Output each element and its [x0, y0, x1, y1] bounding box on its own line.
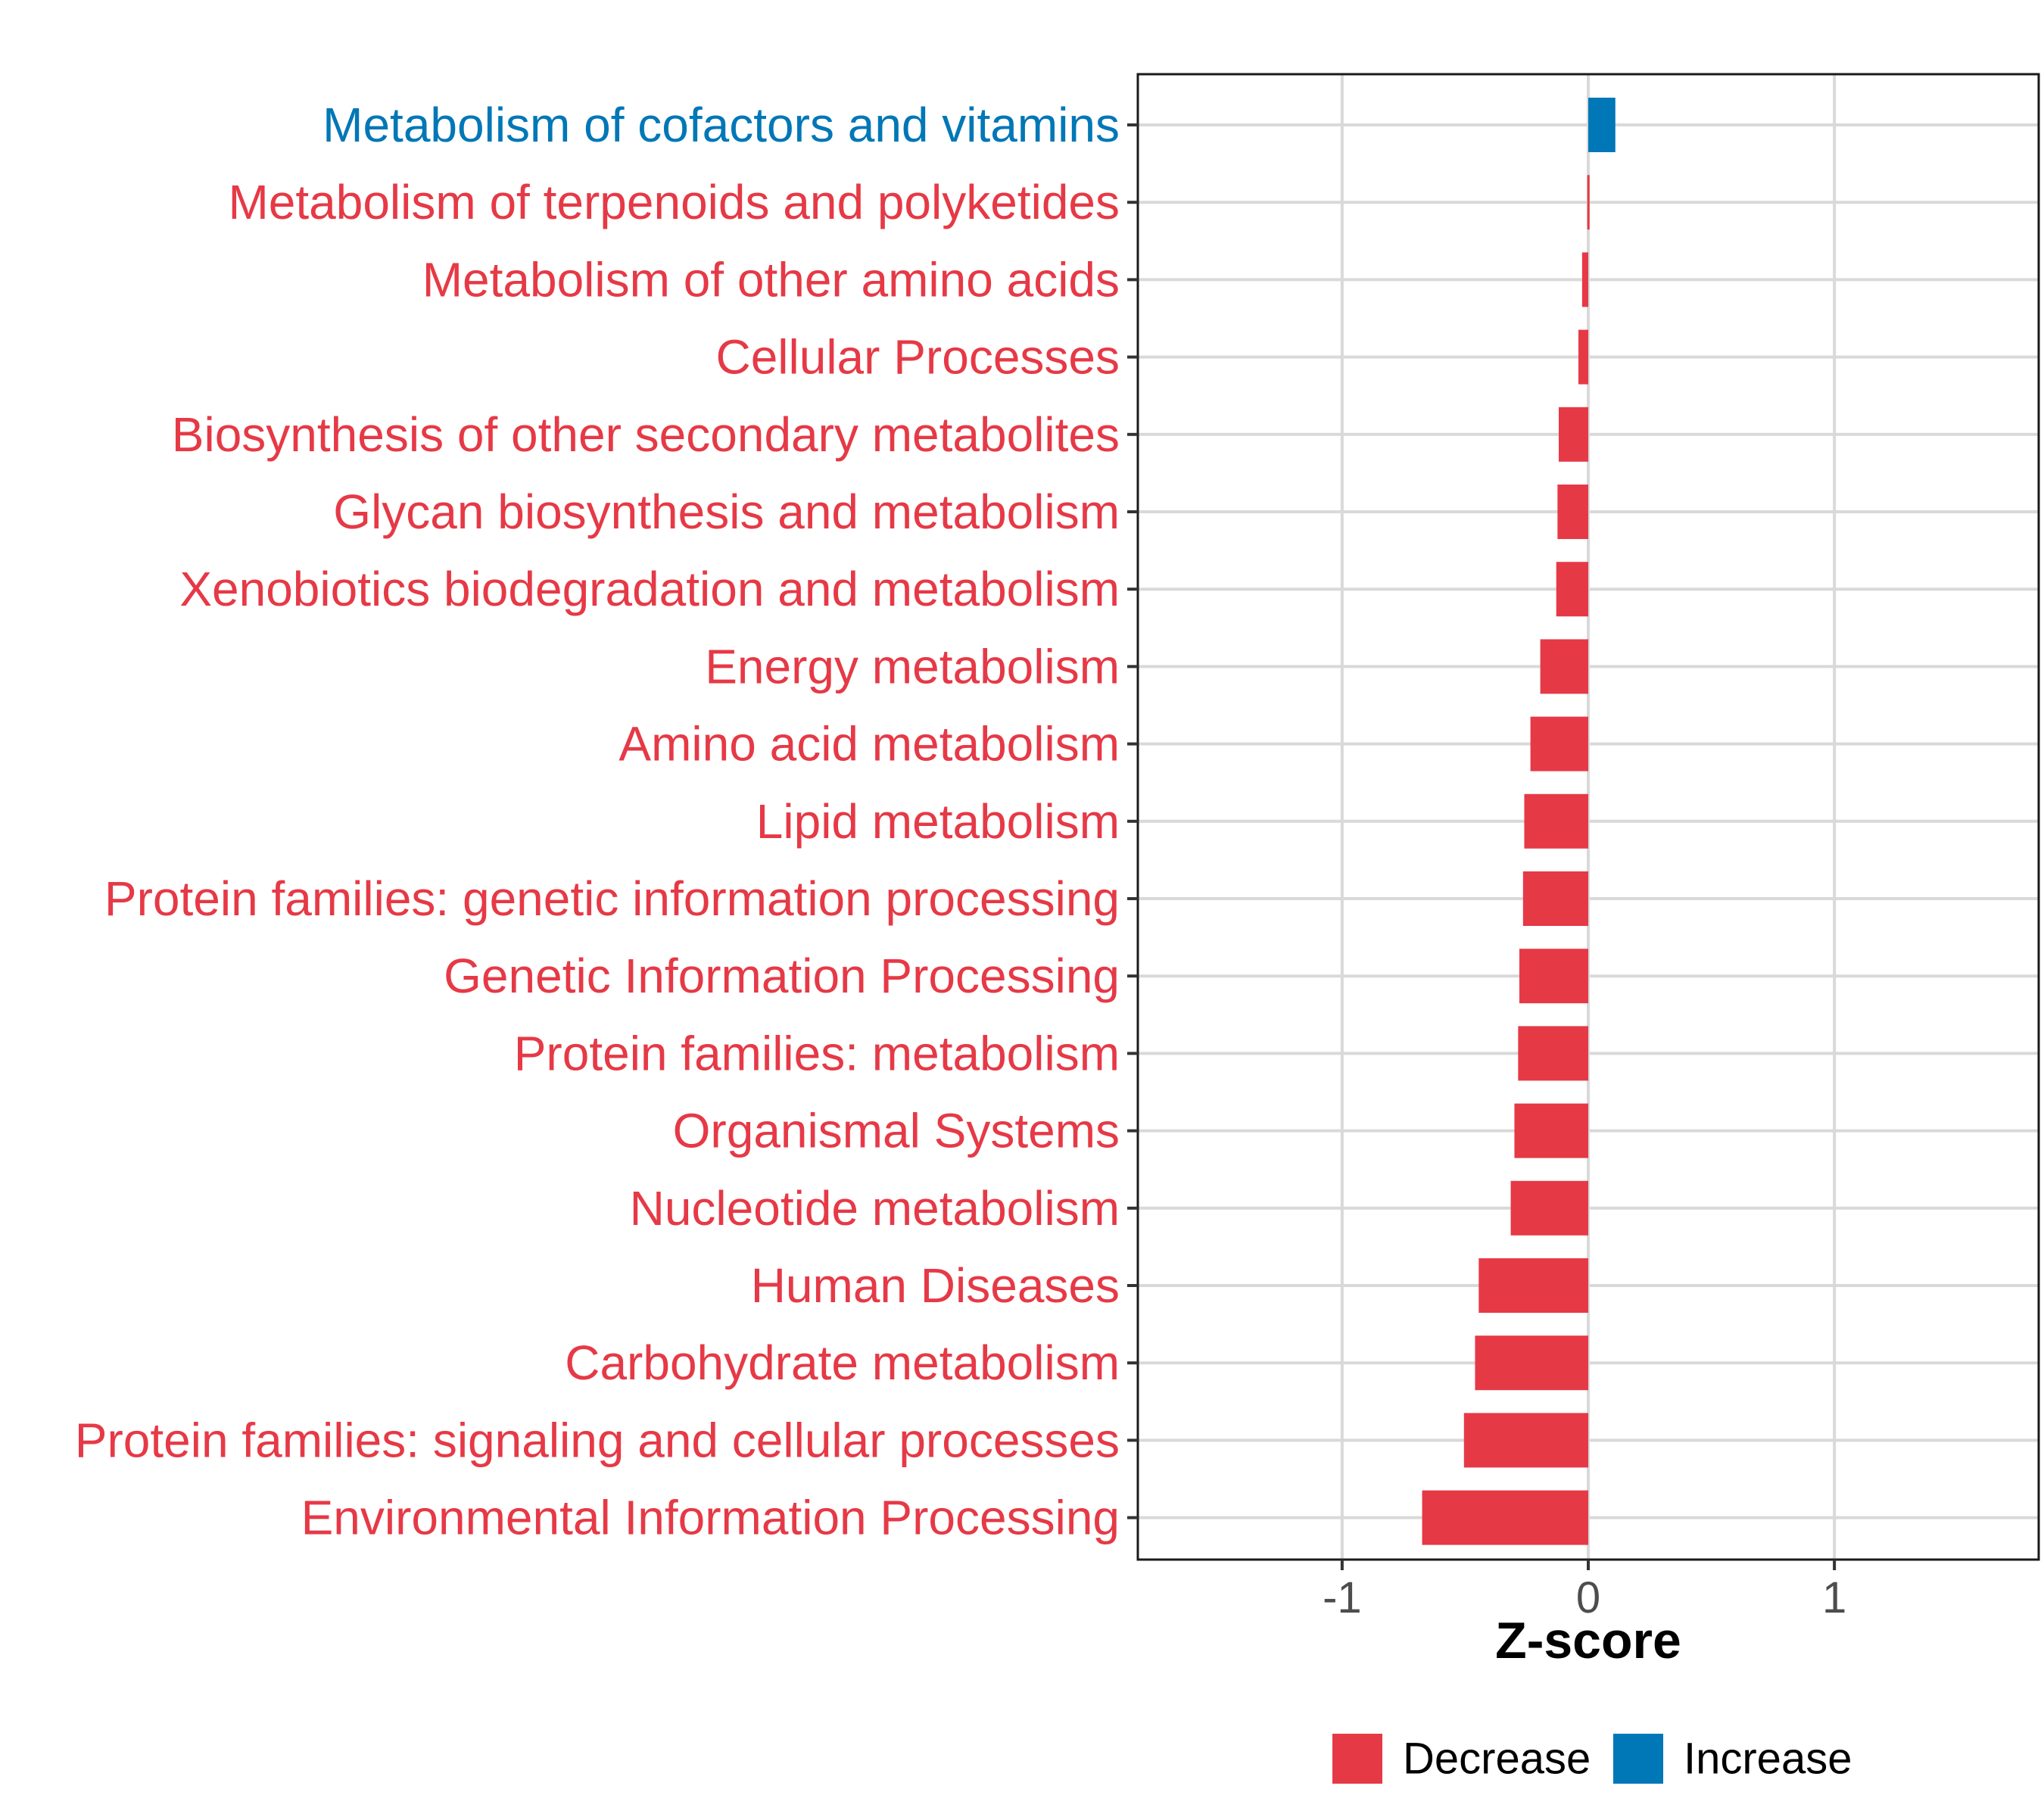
bar	[1557, 485, 1588, 539]
y-axis-ticks	[1127, 123, 1138, 1519]
category-label: Genetic Information Processing	[444, 949, 1120, 1003]
bar	[1518, 1026, 1588, 1081]
category-label: Energy metabolism	[705, 639, 1120, 693]
category-label: Organismal Systems	[673, 1104, 1120, 1158]
legend: Decrease Increase	[1332, 1734, 1852, 1784]
legend-key-increase	[1613, 1734, 1663, 1784]
category-label: Protein families: genetic information pr…	[104, 871, 1120, 926]
category-label: Nucleotide metabolism	[630, 1181, 1120, 1236]
category-label: Glycan biosynthesis and metabolism	[333, 485, 1120, 539]
bar	[1587, 175, 1590, 230]
bar	[1463, 1413, 1588, 1468]
x-tick-label: 0	[1576, 1573, 1600, 1622]
category-label: Lipid metabolism	[756, 794, 1120, 849]
category-label: Protein families: signaling and cellular…	[75, 1413, 1120, 1467]
bars	[1422, 98, 1616, 1545]
bar	[1524, 793, 1588, 849]
bar	[1558, 407, 1588, 462]
bar	[1514, 1103, 1588, 1158]
category-label: Amino acid metabolism	[618, 717, 1120, 771]
bar	[1422, 1490, 1588, 1545]
x-axis-title: Z-score	[1495, 1612, 1681, 1669]
category-label: Environmental Information Processing	[301, 1491, 1120, 1545]
x-tick-label: 1	[1822, 1573, 1846, 1622]
bar	[1581, 252, 1588, 307]
bar	[1530, 716, 1588, 771]
category-label: Carbohydrate metabolism	[565, 1335, 1120, 1390]
category-label: Metabolism of other amino acids	[422, 252, 1120, 307]
category-label: Xenobiotics biodegradation and metabolis…	[179, 562, 1120, 616]
x-tick-label: -1	[1323, 1573, 1362, 1622]
legend-label-increase: Increase	[1684, 1734, 1852, 1784]
bar	[1475, 1335, 1588, 1391]
bar	[1519, 949, 1588, 1004]
x-axis-ticks: -1 0 1	[1323, 1560, 1846, 1622]
legend-key-decrease	[1332, 1734, 1382, 1784]
bar	[1478, 1258, 1588, 1313]
bar	[1522, 871, 1588, 926]
bar	[1510, 1180, 1588, 1236]
category-label: Metabolism of cofactors and vitamins	[322, 98, 1120, 152]
category-label: Biosynthesis of other secondary metaboli…	[172, 407, 1120, 462]
category-label: Protein families: metabolism	[514, 1026, 1120, 1080]
bar	[1540, 639, 1588, 694]
y-axis-category-labels: Metabolism of cofactors and vitamins Meta…	[75, 98, 1120, 1545]
category-label: Human Diseases	[751, 1258, 1120, 1313]
bar	[1556, 562, 1588, 617]
category-label: Cellular Processes	[715, 330, 1120, 385]
category-label: Metabolism of terpenoids and polyketides	[228, 175, 1120, 229]
bar	[1588, 98, 1616, 152]
bar	[1578, 329, 1588, 385]
legend-label-decrease: Decrease	[1403, 1734, 1591, 1784]
